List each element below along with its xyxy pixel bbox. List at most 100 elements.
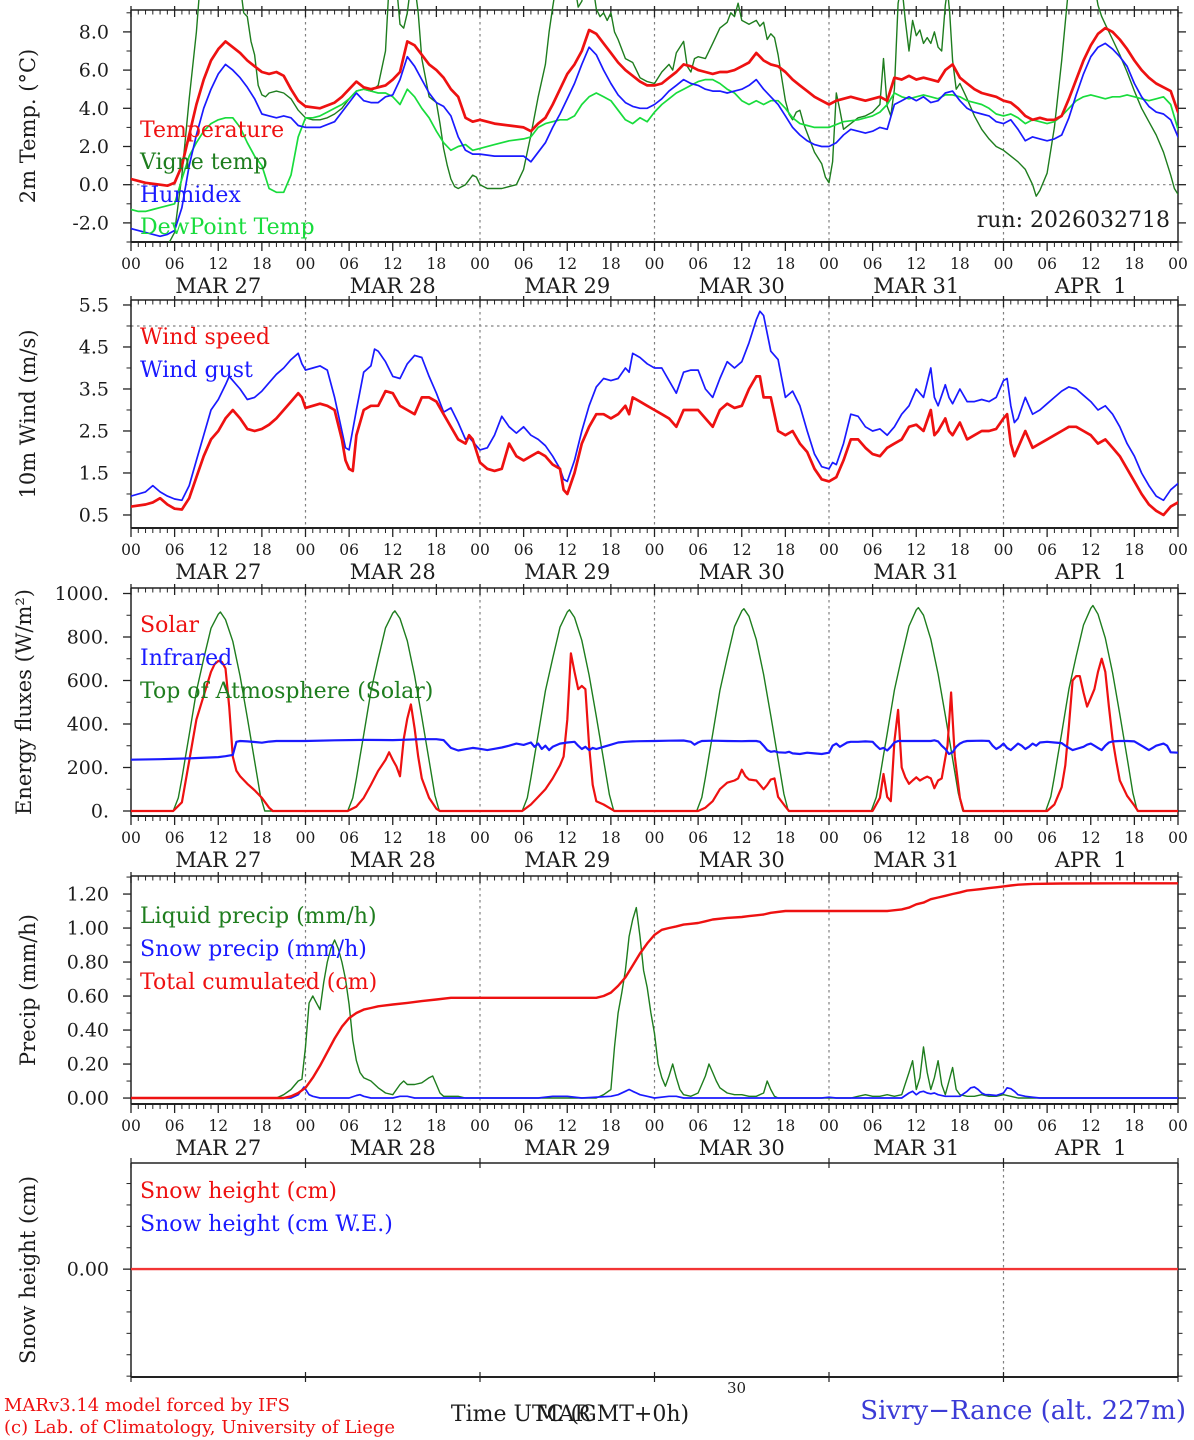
svg-text:12: 12 <box>383 1117 403 1135</box>
legend-dewpoint-temp: DewPoint Temp <box>140 215 315 240</box>
svg-text:6.0: 6.0 <box>79 60 109 82</box>
svg-text:MAR 29: MAR 29 <box>524 560 610 584</box>
svg-text:06: 06 <box>339 541 359 559</box>
series-humidex <box>131 42 1178 238</box>
svg-text:18: 18 <box>950 1117 970 1135</box>
svg-text:12: 12 <box>1081 1117 1101 1135</box>
credit-line-1: MARv3.14 model forced by IFS <box>4 1395 290 1416</box>
series-wind_gust <box>131 310 1178 502</box>
svg-text:4.5: 4.5 <box>79 336 109 358</box>
svg-text:18: 18 <box>776 541 796 559</box>
svg-text:00: 00 <box>645 1117 665 1135</box>
svg-text:MAR 27: MAR 27 <box>175 274 261 298</box>
svg-text:00: 00 <box>819 1117 839 1135</box>
svg-text:APR 1: APR 1 <box>1054 274 1127 298</box>
svg-text:06: 06 <box>1037 255 1057 273</box>
svg-text:18: 18 <box>776 829 796 847</box>
legend-solar: Solar <box>140 613 199 638</box>
svg-text:06: 06 <box>688 541 708 559</box>
svg-text:APR 1: APR 1 <box>1054 1136 1127 1160</box>
svg-text:00: 00 <box>296 541 316 559</box>
svg-text:12: 12 <box>906 829 926 847</box>
svg-text:MAR 27: MAR 27 <box>175 848 261 872</box>
svg-text:200.: 200. <box>67 757 109 779</box>
legend-wind-gust: Wind gust <box>140 358 253 383</box>
svg-text:1.5: 1.5 <box>79 462 109 484</box>
svg-text:MAR 28: MAR 28 <box>350 848 436 872</box>
ylabel-snow-height: Snow height (cm) <box>16 1175 40 1365</box>
svg-text:18: 18 <box>950 829 970 847</box>
svg-text:12: 12 <box>208 1117 228 1135</box>
ylabel-precip: Precip (mm/h) <box>16 913 40 1067</box>
legend-temperature: Temperature <box>140 118 285 143</box>
svg-text:12: 12 <box>906 255 926 273</box>
series-temperature <box>131 26 1178 188</box>
svg-text:00: 00 <box>819 541 839 559</box>
svg-text:06: 06 <box>165 541 185 559</box>
svg-text:18: 18 <box>1125 541 1145 559</box>
svg-text:MAR 29: MAR 29 <box>524 274 610 298</box>
ylabel-temperature: 2m Temp. (°C) <box>16 48 40 204</box>
svg-text:00: 00 <box>470 255 490 273</box>
svg-text:00: 00 <box>121 1117 141 1135</box>
svg-text:12: 12 <box>1081 829 1101 847</box>
svg-text:18: 18 <box>601 1117 621 1135</box>
svg-text:18: 18 <box>252 829 272 847</box>
svg-text:12: 12 <box>557 1117 577 1135</box>
svg-text:06: 06 <box>863 1117 883 1135</box>
day-number-label: 30 <box>727 1379 747 1397</box>
svg-text:1.00: 1.00 <box>67 918 109 940</box>
svg-text:06: 06 <box>165 255 185 273</box>
panel-temperature: 00 06 12 18 00 06 12 18 00 06 12 18 00 06 12 18 00 06 12 18… <box>72 0 1188 298</box>
svg-text:MAR 28: MAR 28 <box>350 1136 436 1160</box>
svg-text:06: 06 <box>165 829 185 847</box>
svg-text:18: 18 <box>950 255 970 273</box>
panel-energy_fluxes: 00 06 12 18 00 06 12 18 00 06 12 18 00 06 12 18 00 06 12 18… <box>55 583 1188 872</box>
svg-text:12: 12 <box>906 1117 926 1135</box>
svg-text:12: 12 <box>383 541 403 559</box>
svg-text:12: 12 <box>208 541 228 559</box>
svg-text:18: 18 <box>1125 829 1145 847</box>
legend-humidex: Humidex <box>140 183 241 208</box>
panel-snow_height: 0.00 <box>67 1158 1186 1382</box>
svg-text:18: 18 <box>252 1117 272 1135</box>
svg-text:00: 00 <box>994 541 1014 559</box>
series-liquid_precip <box>131 906 1178 1099</box>
svg-text:06: 06 <box>688 255 708 273</box>
svg-text:8.0: 8.0 <box>79 21 109 43</box>
svg-text:00: 00 <box>470 1117 490 1135</box>
svg-text:06: 06 <box>339 255 359 273</box>
series-total_cumulated <box>131 882 1178 1100</box>
svg-text:00: 00 <box>1168 541 1188 559</box>
svg-text:0.00: 0.00 <box>67 1088 109 1110</box>
svg-text:0.60: 0.60 <box>67 986 109 1008</box>
svg-text:18: 18 <box>427 829 447 847</box>
svg-text:00: 00 <box>121 829 141 847</box>
svg-text:MAR 31: MAR 31 <box>873 848 959 872</box>
series-snow_precip <box>131 1086 1178 1099</box>
svg-text:06: 06 <box>165 1117 185 1135</box>
svg-text:12: 12 <box>732 541 752 559</box>
svg-text:00: 00 <box>296 1117 316 1135</box>
svg-text:MAR 31: MAR 31 <box>873 1136 959 1160</box>
svg-text:18: 18 <box>776 1117 796 1135</box>
svg-text:00: 00 <box>819 255 839 273</box>
svg-text:06: 06 <box>688 829 708 847</box>
svg-text:12: 12 <box>383 829 403 847</box>
legend-snow-height-we: Snow height (cm W.E.) <box>140 1212 393 1237</box>
svg-text:18: 18 <box>1125 1117 1145 1135</box>
svg-text:APR 1: APR 1 <box>1054 848 1127 872</box>
svg-text:06: 06 <box>863 255 883 273</box>
svg-text:12: 12 <box>1081 255 1101 273</box>
svg-text:12: 12 <box>208 255 228 273</box>
svg-text:06: 06 <box>339 829 359 847</box>
series-infrared <box>131 738 1178 761</box>
legend-toa-solar: Top of Atmosphere (Solar) <box>140 679 434 704</box>
svg-text:3.5: 3.5 <box>79 378 109 400</box>
svg-text:2.0: 2.0 <box>79 136 109 158</box>
legend-total-cumulated: Total cumulated (cm) <box>140 970 378 995</box>
svg-text:12: 12 <box>906 541 926 559</box>
series-wind_speed <box>131 375 1178 517</box>
svg-text:12: 12 <box>732 255 752 273</box>
